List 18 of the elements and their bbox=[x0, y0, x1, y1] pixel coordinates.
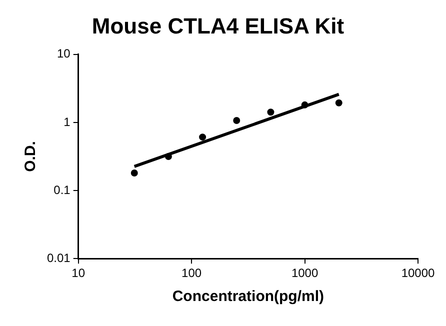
y-tick-label: 0.1 bbox=[54, 182, 71, 197]
point bbox=[233, 116, 240, 124]
y-tick-label: 10 bbox=[56, 46, 71, 61]
point bbox=[199, 134, 206, 141]
x-axis-title: Concentration(pg/ml) bbox=[172, 288, 324, 306]
point bbox=[267, 108, 274, 116]
y-axis-title: O.D. bbox=[22, 141, 40, 172]
point bbox=[301, 101, 308, 108]
y-tick-label: 1 bbox=[64, 114, 71, 129]
x-tick-label: 10 bbox=[72, 266, 86, 280]
x-tick-label: 10000 bbox=[401, 266, 436, 280]
point bbox=[164, 153, 172, 160]
point bbox=[335, 99, 342, 106]
y-tick-label: 0.01 bbox=[46, 250, 71, 265]
x-tick-label: 100 bbox=[182, 266, 202, 280]
chart-title: Mouse CTLA4 ELISA Kit bbox=[92, 13, 345, 38]
point bbox=[130, 169, 138, 176]
x-tick-label: 1000 bbox=[291, 266, 318, 280]
